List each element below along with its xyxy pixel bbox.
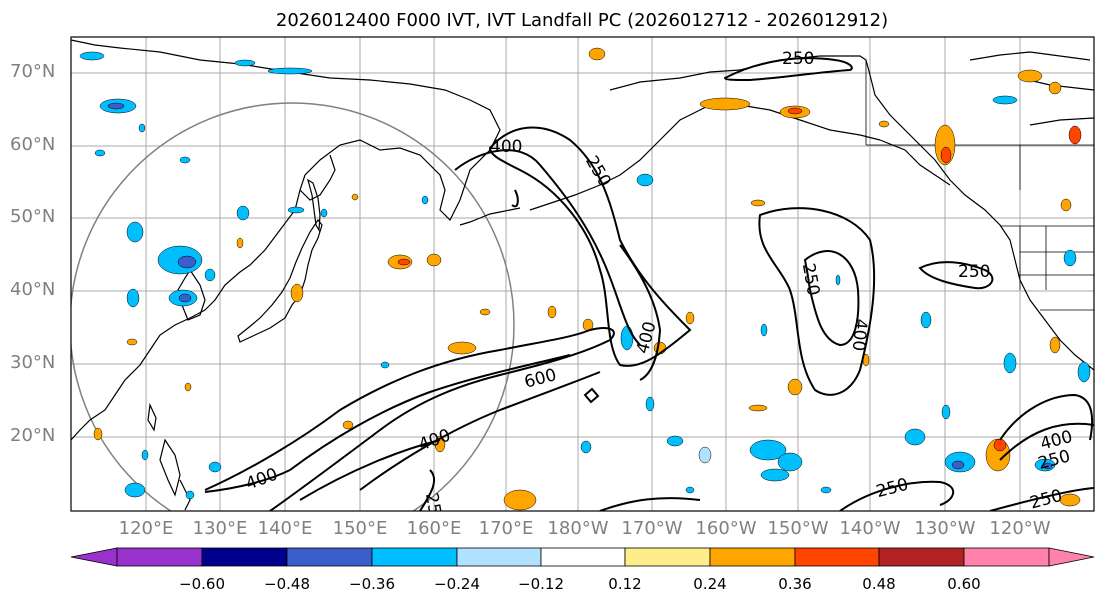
gridlines <box>71 37 1094 511</box>
colorbar-tick: 0.60 <box>947 575 981 593</box>
contour-label: 250 <box>782 49 814 69</box>
contour-label: 25 <box>421 491 444 516</box>
lon-label: 160°E <box>406 518 462 539</box>
colorbar-segment <box>371 547 458 567</box>
map-frame <box>70 36 1095 512</box>
map-title: 2026012400 F000 IVT, IVT Landfall PC (20… <box>275 10 889 31</box>
colorbar-tick: −0.36 <box>349 575 395 593</box>
lon-label: 150°W <box>767 518 829 539</box>
colorbar-tick: 0.48 <box>862 575 896 593</box>
lon-label: 120°W <box>989 518 1051 539</box>
lat-label: 60°N <box>10 134 56 155</box>
colorbar-tick: −0.24 <box>434 575 480 593</box>
colorbar-tick: 0.24 <box>693 575 727 593</box>
contour-label: 250 <box>958 262 990 282</box>
lon-label: 120°E <box>118 518 174 539</box>
colorbar-high-extend <box>1048 547 1095 567</box>
lat-label: 20°N <box>10 425 56 446</box>
colorbar-tick: −0.60 <box>179 575 225 593</box>
colorbar-segment <box>794 547 880 567</box>
colorbar-tick: −0.12 <box>518 575 564 593</box>
colorbar-low-extend <box>70 547 118 567</box>
colorbar-segment <box>456 547 542 567</box>
lat-label: 40°N <box>10 279 56 300</box>
lon-label: 170°W <box>621 518 683 539</box>
colorbar-tick: −0.48 <box>264 575 310 593</box>
colorbar-segment <box>624 547 711 567</box>
colorbar-segment <box>201 547 288 567</box>
borders <box>865 60 1094 311</box>
colorbar-segment <box>540 547 626 567</box>
lon-label: 180°W <box>547 518 609 539</box>
contour-label: 400 <box>848 318 871 352</box>
colorbar-tick: 0.12 <box>608 575 642 593</box>
map-area <box>71 37 1094 511</box>
lat-label: 70°N <box>10 61 56 82</box>
lon-label: 130°W <box>914 518 976 539</box>
colorbar <box>70 547 1095 567</box>
lon-label: 160°W <box>695 518 757 539</box>
colorbar-segment <box>963 547 1050 567</box>
colorbar-segment <box>878 547 965 567</box>
landfall-circle <box>71 102 515 511</box>
lat-label: 50°N <box>10 206 56 227</box>
lon-label: 170°E <box>478 518 534 539</box>
lon-label: 150°E <box>332 518 388 539</box>
ivt-contours <box>204 57 1094 511</box>
lat-label: 30°N <box>10 352 56 373</box>
colorbar-segment <box>709 547 796 567</box>
colorbar-segment <box>116 547 203 567</box>
contour-label: 400 <box>490 137 522 157</box>
lon-label: 140°E <box>257 518 313 539</box>
colorbar-tick: 0.36 <box>778 575 812 593</box>
lon-label: 140°W <box>839 518 901 539</box>
colorbar-segment <box>286 547 373 567</box>
lon-label: 130°E <box>192 518 248 539</box>
